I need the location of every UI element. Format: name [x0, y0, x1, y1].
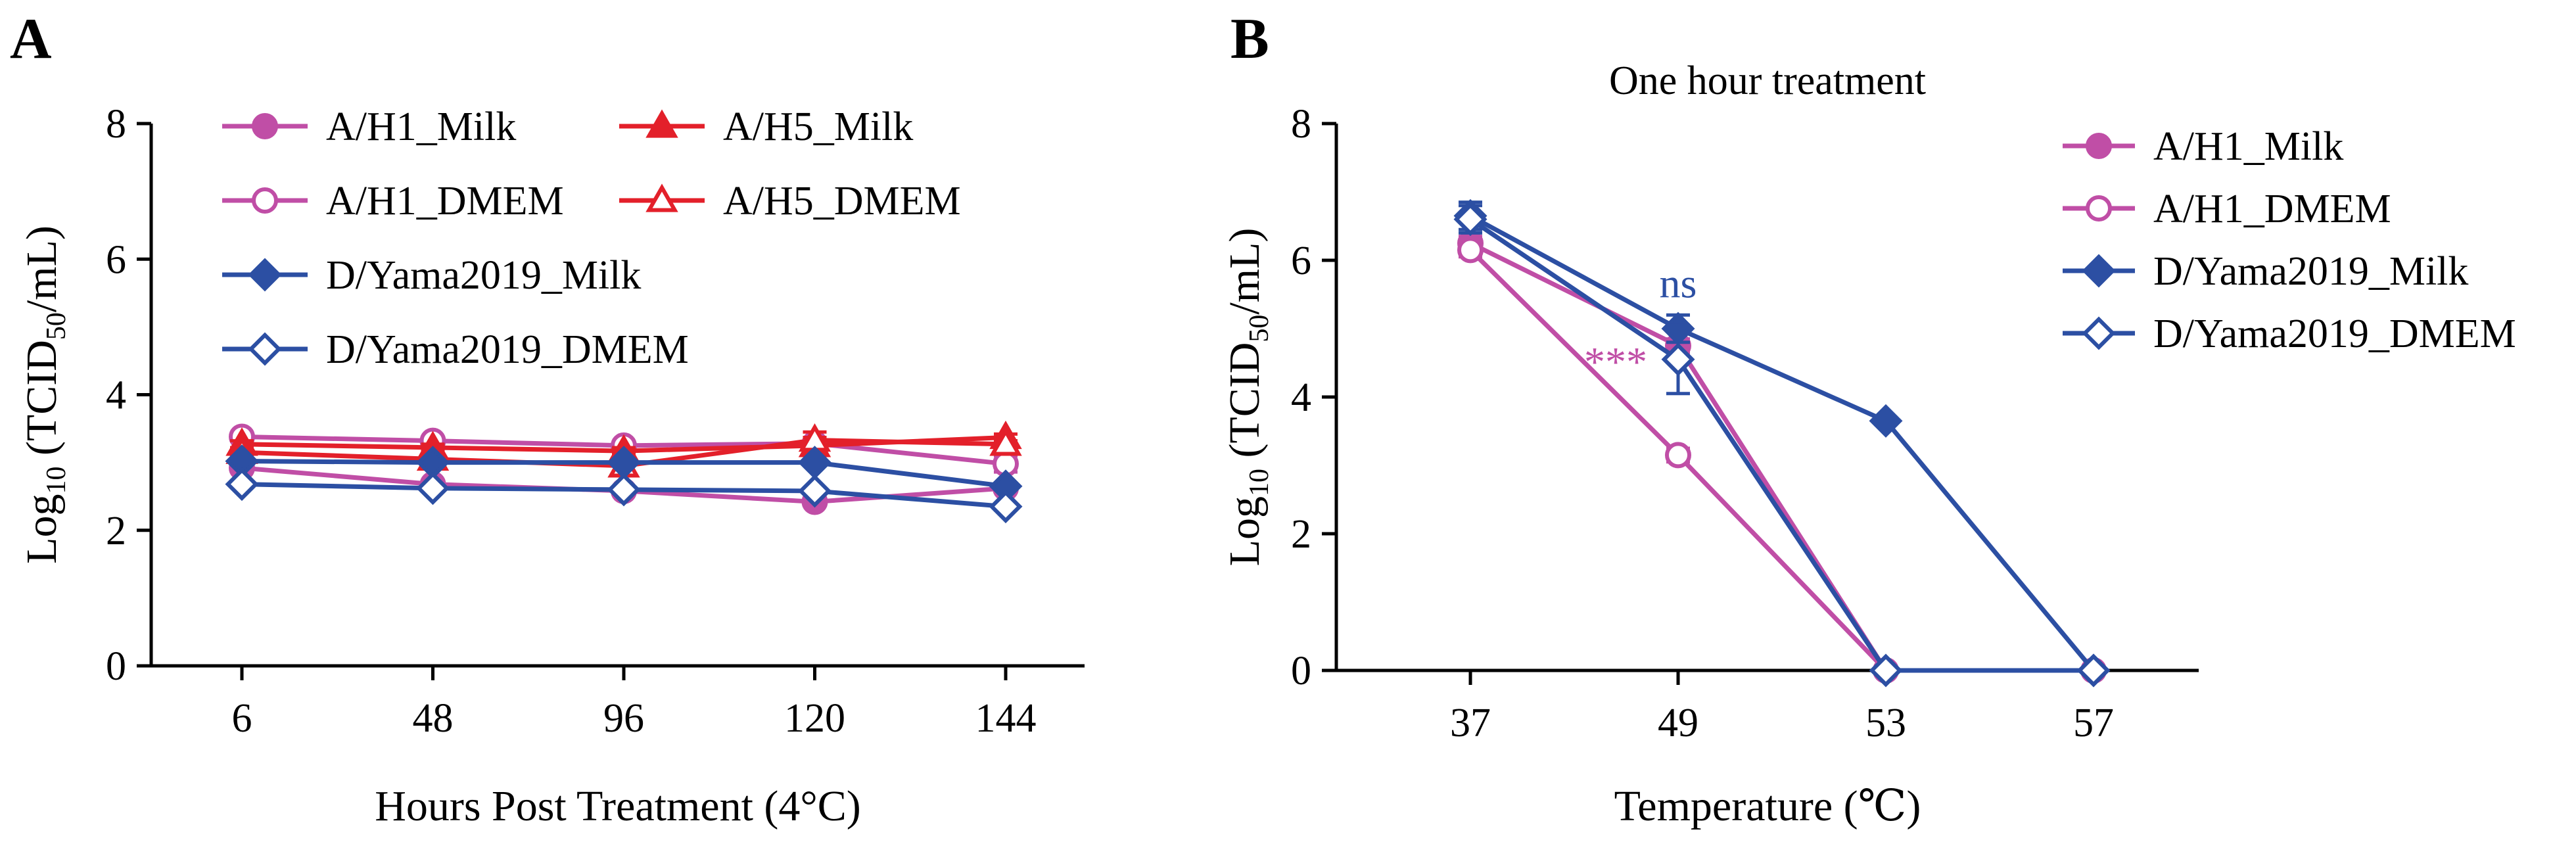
y-tick-label: 2 [106, 509, 126, 553]
data-point [607, 473, 641, 507]
series-line [1469, 217, 2094, 673]
legend-marker [645, 109, 678, 138]
y-axis-label-part: (TCID [18, 340, 66, 466]
significance-annotation: *** [1584, 339, 1647, 385]
data-point [416, 471, 450, 505]
x-tick-label: 53 [1865, 701, 1906, 745]
legend-marker [2082, 316, 2116, 350]
panel-b: B One hour treatment 0 2 4 6 8 37 49 53 57 Temperat… [1221, 7, 2516, 830]
data-point [1661, 342, 1695, 377]
data-point [989, 490, 1023, 524]
data-point [989, 427, 1022, 456]
legend-label: D/Yama2019_Milk [2153, 249, 2468, 294]
series-a-h1-milk [1457, 230, 2107, 684]
x-tick-label: 49 [1658, 701, 1698, 745]
panel-label: B [1230, 7, 1269, 71]
data-point [1665, 442, 1691, 469]
panel-label: A [10, 7, 52, 71]
legend-item: A/H1_Milk [2063, 124, 2343, 169]
legend-marker [2086, 133, 2112, 159]
legend-label: D/Yama2019_DMEM [326, 327, 689, 372]
series-line [1469, 214, 2096, 672]
legend-label: A/H1_Milk [326, 105, 516, 149]
y-axis-label-part: /mL) [1221, 228, 1269, 315]
legend-marker [248, 258, 282, 292]
legend-label: D/Yama2019_Milk [326, 253, 641, 298]
panel-a: A 0 2 4 6 8 6 48 96 120 144 Hours Post Treatment (4… [10, 7, 1085, 830]
y-tick-label: 6 [106, 237, 126, 282]
y-tick-label: 2 [1291, 512, 1311, 557]
legend-item: A/H1_Milk [222, 105, 516, 149]
legend-item: D/Yama2019_DMEM [222, 327, 689, 372]
legend-label: A/H5_Milk [723, 105, 913, 149]
chart-title: One hour treatment [1609, 58, 1926, 103]
series-line [1469, 241, 2094, 673]
y-axis-label: Log10 (TCID50/mL) [18, 225, 72, 564]
x-tick-label: 120 [784, 696, 845, 741]
x-tick-label: 144 [975, 696, 1037, 741]
y-axis-label-subscript: 50 [1244, 315, 1275, 342]
significance-annotation: ns [1660, 260, 1697, 306]
legend-marker [2086, 195, 2112, 222]
legend-marker [252, 113, 278, 139]
legend-item: A/H5_DMEM [619, 179, 961, 223]
x-tick-label: 37 [1450, 701, 1491, 745]
y-axis-label-subscript: 10 [41, 467, 72, 494]
y-tick-label: 4 [1291, 375, 1311, 420]
legend-item: A/H5_Milk [619, 105, 913, 149]
x-tick-label: 6 [232, 696, 252, 741]
y-tick-label: 8 [106, 102, 126, 147]
data-point [225, 467, 259, 502]
data-point [1453, 202, 1487, 237]
y-axis-label-subscript: 10 [1244, 469, 1275, 496]
y-axis-label: Log10 (TCID50/mL) [1221, 228, 1275, 567]
legend-label: A/H5_DMEM [723, 179, 961, 223]
x-tick-label: 48 [413, 696, 454, 741]
y-tick-label: 8 [1291, 102, 1311, 147]
x-axis-label: Hours Post Treatment (4°C) [375, 782, 861, 830]
x-tick-label: 96 [603, 696, 644, 741]
legend-marker [2082, 254, 2116, 288]
data-point [1869, 404, 1903, 438]
series-d-yama2019-dmem [225, 467, 1023, 524]
legend-item: A/H1_DMEM [2063, 187, 2391, 231]
legend-marker [645, 183, 678, 212]
y-tick-label: 0 [1291, 649, 1311, 693]
y-axis-label-part: Log [1221, 496, 1269, 566]
legend-label: A/H1_Milk [2153, 124, 2343, 169]
y-tick-label: 4 [106, 373, 126, 418]
y-tick-label: 6 [1291, 239, 1311, 283]
y-tick-label: 0 [106, 644, 126, 689]
legend-marker [248, 332, 282, 366]
data-point [2076, 653, 2111, 688]
legend-item: D/Yama2019_DMEM [2063, 312, 2516, 356]
series-line [1468, 248, 2094, 673]
y-axis-label-subscript: 50 [41, 312, 72, 340]
legend-item: A/H1_DMEM [222, 179, 564, 223]
series-d-yama2019-dmem [1453, 202, 2111, 688]
x-tick-label: 57 [2073, 701, 2114, 745]
legend-label: A/H1_DMEM [2153, 187, 2391, 231]
legend-label: A/H1_DMEM [326, 179, 564, 223]
data-point [798, 474, 831, 508]
y-axis-label-part: (TCID [1221, 342, 1269, 469]
legend-item: D/Yama2019_Milk [2063, 249, 2468, 294]
data-point [1869, 653, 1903, 688]
x-axis-label: Temperature (℃) [1614, 782, 1921, 830]
legend-marker [252, 187, 278, 214]
y-axis-label-part: /mL) [18, 225, 66, 312]
series-a-h1-dmem [1457, 237, 2107, 684]
legend-item: D/Yama2019_Milk [222, 253, 641, 298]
y-axis-label-part: Log [18, 494, 66, 564]
data-point [1457, 237, 1484, 264]
legend-label: D/Yama2019_DMEM [2153, 312, 2516, 356]
